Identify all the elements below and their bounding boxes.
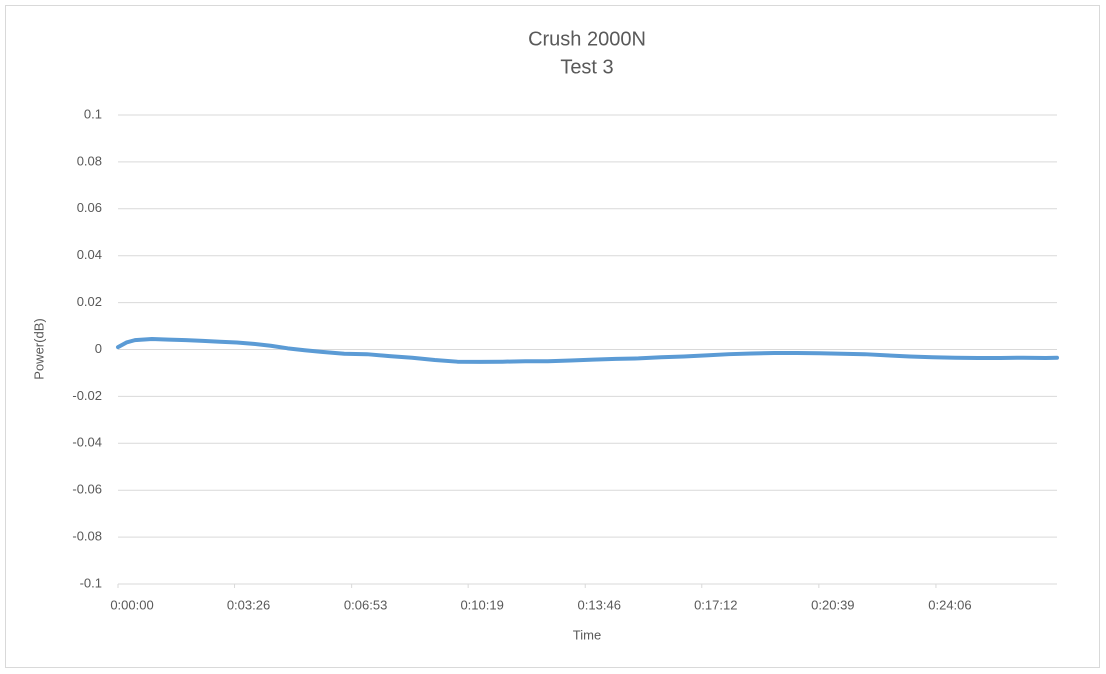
y-tick-label: 0.1 <box>84 106 102 121</box>
y-tick-label: 0.04 <box>77 247 102 262</box>
chart-frame <box>5 5 1100 668</box>
x-tick-label: 0:00:00 <box>110 597 153 612</box>
x-tick-label: 0:06:53 <box>344 597 387 612</box>
chart-subtitle: Test 3 <box>560 56 613 78</box>
x-tick-label: 0:17:12 <box>694 597 737 612</box>
x-tick-label: 0:13:46 <box>578 597 621 612</box>
y-tick-label: -0.08 <box>72 529 102 544</box>
x-tick-label: 0:03:26 <box>227 597 270 612</box>
y-tick-label: 0 <box>95 341 102 356</box>
y-tick-label: -0.02 <box>72 388 102 403</box>
y-tick-label: 0.06 <box>77 200 102 215</box>
data-line <box>116 336 1059 364</box>
x-tick-label: 0:10:19 <box>460 597 503 612</box>
x-tick-label: 0:24:06 <box>928 597 971 612</box>
y-tick-label: 0.02 <box>77 294 102 309</box>
x-tick-label: 0:20:39 <box>811 597 854 612</box>
x-axis-label: Time <box>573 627 601 642</box>
y-axis-label: Power(dB) <box>31 318 46 379</box>
y-tick-label: -0.04 <box>72 435 102 450</box>
chart-title: Crush 2000N <box>528 28 646 50</box>
y-tick-label: -0.06 <box>72 482 102 497</box>
y-tick-label: -0.1 <box>80 575 102 590</box>
y-tick-label: 0.08 <box>77 153 102 168</box>
